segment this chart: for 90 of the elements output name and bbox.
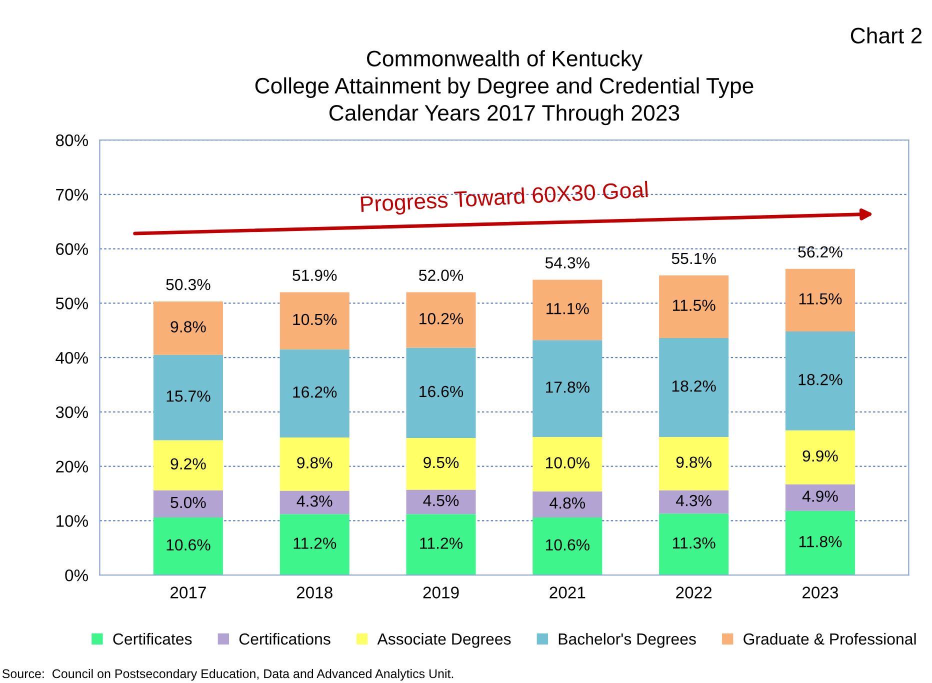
total-label: 52.0% [419,270,464,281]
y-tick-label: 40% [56,352,88,364]
data-label: 11.8% [799,536,842,548]
data-label: 4.8% [550,497,586,509]
bar [280,437,350,491]
data-label: 9.5% [424,456,459,468]
bar [153,517,223,576]
bar [532,340,602,437]
y-tick-label: 10% [56,515,88,527]
y-tick-label: 80% [56,134,88,146]
legend-label: Graduate & Professional [744,632,916,645]
data-label: 9.8% [297,457,332,468]
data-label: 11.2% [294,538,336,549]
y-tick-label: 60% [56,243,88,255]
bar [406,438,476,490]
bar [406,292,476,348]
bar [785,484,855,511]
bar [532,491,602,518]
bar [659,275,729,338]
bar [153,354,223,440]
legend-label: Associate Degrees [377,632,511,648]
data-label: 18.2% [798,374,842,386]
data-label: 10.6% [546,539,590,551]
bar [532,436,602,492]
y-tick-label: 20% [56,460,88,473]
legend-label: Certifications [239,632,330,645]
bar [659,436,729,490]
data-label: 4.9% [802,490,838,502]
caption: Chart 2 [850,27,922,44]
bar [280,490,350,514]
legend-label: Certificates [113,632,192,645]
data-label: 11.1% [546,303,589,314]
data-label: 9.8% [676,456,712,468]
y-tick-label: 70% [56,188,88,201]
data-label: 10.2% [420,313,464,324]
y-tick-label: 0% [65,569,88,582]
x-tick-label: 2021 [550,586,586,598]
x-tick-label: 2019 [423,586,459,598]
x-tick-label: 2022 [676,586,712,598]
data-label: 11.5% [799,293,842,304]
bar [153,302,223,355]
data-label: 4.3% [296,495,332,507]
bar [406,514,476,576]
bar [785,268,855,332]
total-label: 50.3% [166,278,210,290]
data-label: 16.2% [293,386,337,398]
bar [785,510,855,576]
source-note: Source: Council on Postsecondary Education, Data and Advanced Analytics Unit. [2,668,454,681]
data-label: 9.2% [170,458,206,470]
y-tick-label: 30% [56,406,88,418]
annotation: Progress Toward 60X30 Goal [360,180,648,217]
bar [659,514,729,576]
bar [659,490,729,514]
total-label: 54.3% [545,257,590,268]
data-label: 11.2% [420,538,462,549]
x-tick-label: 2017 [170,586,206,598]
bar [532,280,602,340]
legend-label: Bachelor's Degrees [558,632,696,648]
data-label: 10.5% [293,314,337,326]
data-label: 15.7% [166,390,210,402]
data-label: 9.9% [802,450,838,462]
data-label: 11.3% [672,537,716,549]
y-tick-label: 50% [56,298,88,310]
data-label: 4.3% [676,494,712,506]
data-label: 16.6% [420,386,464,398]
x-tick-label: 2023 [802,586,838,598]
total-label: 56.2% [798,246,842,258]
chart-title: Commonwealth of Kentucky College Attainment by Degree and Credential Type Calendar Years 2017 Through 2023 [255,50,754,126]
bar [153,440,223,490]
bar [406,490,476,514]
bar [659,338,729,437]
bar [280,514,350,576]
bar [785,331,855,430]
data-label: 10.0% [546,457,590,468]
data-label: 17.8% [546,382,590,393]
bar [406,348,476,438]
bar [532,517,602,576]
total-label: 51.9% [292,270,337,281]
bar [280,292,350,350]
bar [280,349,350,438]
x-tick-label: 2018 [296,586,332,598]
data-label: 11.5% [672,300,716,311]
data-label: 5.0% [170,496,206,508]
data-label: 18.2% [672,380,716,392]
data-label: 10.6% [166,539,210,551]
total-label: 55.1% [672,252,716,264]
data-label: 9.8% [170,321,206,332]
bar [785,430,855,484]
bar [153,490,223,518]
data-label: 4.5% [423,494,459,506]
